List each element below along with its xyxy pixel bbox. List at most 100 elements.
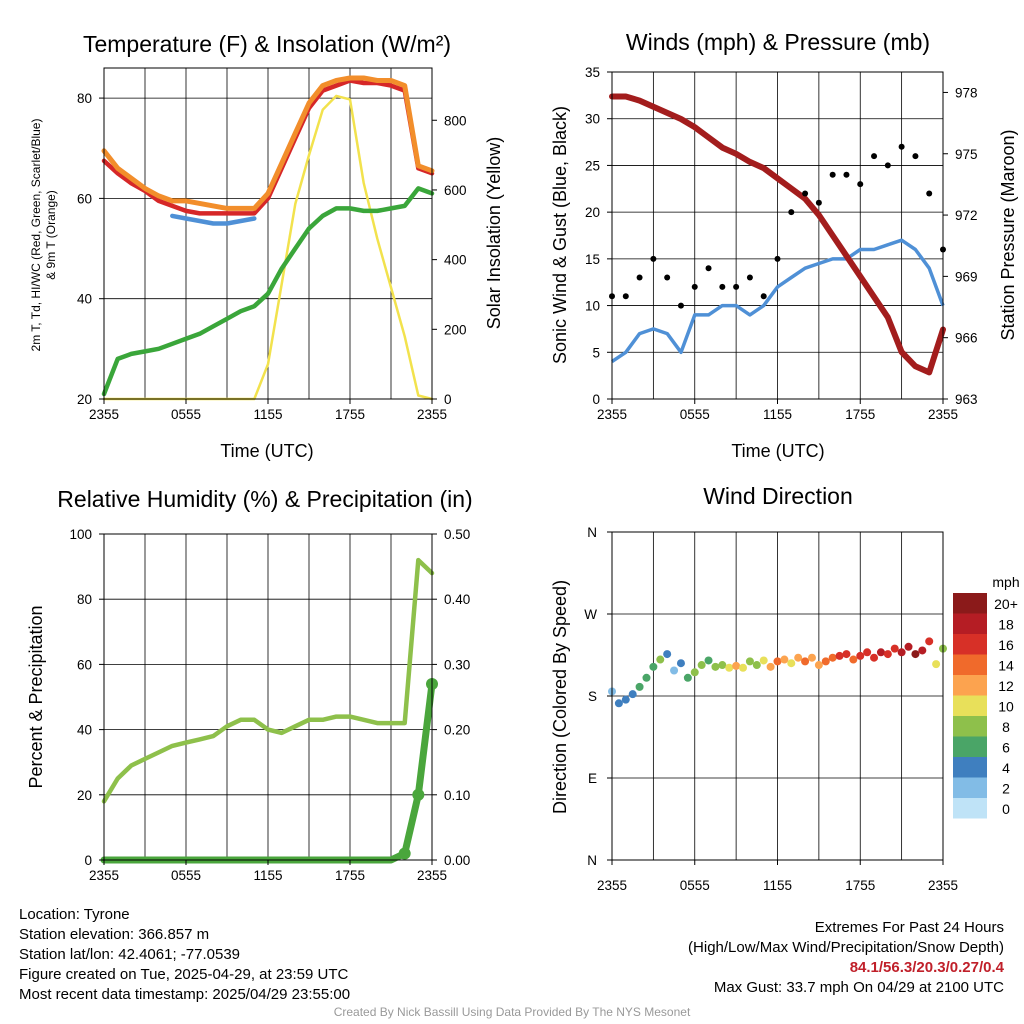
- gust-point: [802, 190, 809, 197]
- direction-point: [739, 663, 748, 672]
- gust-point: [884, 162, 891, 169]
- dir-ytick-label: E: [588, 771, 597, 786]
- wind-y2tick-label: 963: [955, 392, 978, 407]
- insolation-ylabel: Solar Insolation (Yellow): [484, 137, 504, 329]
- wind-ylabel: Sonic Wind & Gust (Blue, Black): [550, 106, 570, 364]
- direction-point: [897, 648, 906, 657]
- direction-point: [890, 644, 899, 653]
- dir-ytick-label: N: [587, 853, 597, 868]
- gust-point: [746, 274, 753, 281]
- direction-point: [711, 662, 720, 671]
- temp-y2tick-label: 400: [444, 253, 467, 268]
- direction-point: [697, 661, 706, 670]
- wind-ytick-label: 5: [592, 345, 600, 360]
- series-line-9m-t: [101, 75, 435, 211]
- extremes-info: Extremes For Past 24 Hours (High/Low/Max…: [688, 918, 1004, 998]
- station-elevation: Station elevation: 366.857 m: [19, 926, 210, 943]
- rh-ytick-label: 20: [77, 788, 92, 803]
- direction-point: [814, 661, 823, 670]
- gust-point: [691, 283, 698, 290]
- series-line-relative-humidity: [101, 557, 435, 804]
- rh-y2tick-label: 0.20: [444, 723, 470, 738]
- colorbar-label: 14: [998, 658, 1014, 674]
- direction-point: [766, 662, 775, 671]
- colorbar-label: 2: [1002, 781, 1010, 797]
- wind-y2tick-label: 972: [955, 208, 978, 223]
- gust-point: [898, 143, 905, 150]
- direction-point: [676, 659, 685, 668]
- direction-point: [787, 659, 796, 668]
- rh-y2tick-label: 0.00: [444, 853, 470, 868]
- series-line-sonic-wind: [611, 238, 945, 364]
- direction-point: [670, 666, 679, 675]
- colorbar-label: 8: [1002, 719, 1010, 735]
- rh-xtick-label: 1755: [335, 868, 365, 883]
- direction-point: [635, 682, 644, 691]
- figure-created: Figure created on Tue, 2025-04-29, at 23…: [19, 966, 349, 983]
- dir-ytick-label: S: [588, 689, 597, 704]
- direction-ylabel: Direction (Colored By Speed): [550, 580, 570, 814]
- rh-y2tick-label: 0.40: [444, 592, 470, 607]
- temperature-ticks: 2355 0555 1155 1755 235520406080020040060080…: [77, 91, 467, 422]
- gust-point: [677, 302, 684, 309]
- colorbar-swatch: [953, 716, 987, 737]
- direction-point: [704, 656, 713, 665]
- wind-grid: [612, 72, 943, 399]
- wind-xtick-label: 2355: [597, 407, 627, 422]
- gust-point: [719, 283, 726, 290]
- colorbar-label: 4: [1002, 760, 1010, 776]
- speed-colorbar: 20+ 18 16 14 12 10 8 6 4 2 0: [953, 593, 1018, 819]
- wind-ticks: 2355 0555 1155 1755 235505101520253035963966…: [585, 65, 978, 422]
- rh-ytick-label: 40: [77, 723, 92, 738]
- direction-point: [904, 642, 913, 651]
- colorbar-swatch: [953, 736, 987, 757]
- humidity-panel: Relative Humidity (%) & Precipitation (i…: [26, 486, 473, 883]
- direction-point: [773, 657, 782, 666]
- gust-point: [843, 171, 850, 178]
- series-line-station-pressure: [609, 93, 946, 376]
- temperature-ylabel-line2: & 9m T (Orange): [44, 190, 58, 280]
- extremes-fields: (High/Low/Max Wind/Precipitation/Snow De…: [688, 939, 1004, 956]
- wind-ytick-label: 0: [592, 392, 600, 407]
- temperature-ylabel-line1: 2m T, Td, HI/WC (Red, Green, Scarlet/Blu…: [29, 119, 43, 352]
- colorbar-label: 12: [998, 678, 1014, 694]
- wind-ytick-label: 35: [585, 65, 600, 80]
- colorbar-swatch: [953, 675, 987, 696]
- dir-xtick-label: 1755: [845, 878, 875, 893]
- direction-point: [821, 657, 830, 666]
- precipitation-point: [398, 847, 411, 860]
- colorbar-label: 10: [998, 699, 1014, 715]
- direction-point: [807, 653, 816, 662]
- direction-panel-title: Wind Direction: [703, 483, 853, 509]
- dir-xtick-label: 2355: [597, 878, 627, 893]
- direction-point: [718, 661, 727, 670]
- direction-point: [835, 651, 844, 660]
- temp-ytick-label: 60: [77, 191, 92, 206]
- gust-point: [650, 255, 657, 262]
- temp-xtick-label: 0555: [171, 407, 201, 422]
- wind-ytick-label: 25: [585, 158, 600, 173]
- direction-point: [932, 660, 941, 669]
- gust-point: [664, 274, 671, 281]
- temp-xtick-label: 2355: [89, 407, 119, 422]
- colorbar-label: 20+: [994, 596, 1018, 612]
- direction-point: [649, 662, 658, 671]
- temp-xtick-label: 2355: [417, 407, 447, 422]
- extremes-title: Extremes For Past 24 Hours: [814, 919, 1004, 936]
- rh-xtick-label: 2355: [417, 868, 447, 883]
- humidity-ylabel: Percent & Precipitation: [26, 605, 46, 788]
- direction-point: [614, 699, 623, 708]
- rh-xtick-label: 1155: [253, 868, 282, 883]
- colorbar-swatch: [953, 613, 987, 634]
- direction-point: [842, 650, 851, 659]
- gust-point: [705, 265, 712, 272]
- direction-point: [642, 673, 651, 682]
- temp-ytick-label: 80: [77, 91, 92, 106]
- station-location: Location: Tyrone: [19, 906, 130, 923]
- colorbar-swatch: [953, 634, 987, 655]
- wind-y2tick-label: 969: [955, 269, 978, 284]
- dir-ytick-label: W: [584, 607, 597, 622]
- temperature-panel-title: Temperature (F) & Insolation (W/m²): [83, 31, 451, 57]
- wind-ytick-label: 15: [585, 252, 600, 267]
